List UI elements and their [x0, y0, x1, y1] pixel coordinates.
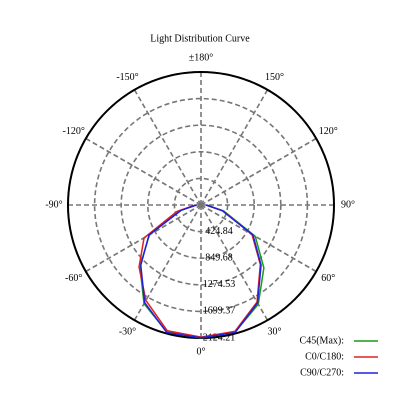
angle-label: 90° — [341, 199, 355, 210]
angle-label: -30° — [119, 327, 136, 338]
spoke — [133, 204, 202, 321]
r-tick-label: 2124.21 — [203, 332, 236, 343]
ring — [173, 177, 229, 233]
angle-label: -120° — [63, 126, 85, 137]
spoke — [200, 137, 317, 206]
angle-label: -60° — [65, 273, 82, 284]
r-tick-label: 424.84 — [205, 226, 233, 237]
ring — [147, 151, 255, 259]
angle-label: 150° — [265, 72, 284, 83]
spoke — [200, 204, 317, 273]
angle-label: 0° — [197, 346, 206, 357]
r-tick-label: 1699.37 — [203, 306, 236, 317]
r-tick-label: 1274.53 — [203, 279, 236, 290]
angle-label: ±180° — [189, 52, 214, 63]
angle-label: 60° — [321, 273, 335, 284]
ring — [93, 97, 309, 313]
curve — [140, 204, 262, 339]
angle-label: 30° — [268, 327, 282, 338]
legend-label: C90/C270: — [300, 367, 344, 378]
spoke — [133, 89, 202, 206]
spoke — [85, 137, 202, 206]
angle-label: -150° — [116, 72, 138, 83]
legend-label: C45(Max): — [300, 335, 344, 346]
legend-label: C0/C180: — [305, 351, 344, 362]
ring — [120, 124, 282, 286]
spoke — [200, 89, 269, 206]
r-tick-label: 849.68 — [205, 252, 233, 263]
spoke — [200, 204, 269, 321]
angle-label: -90° — [45, 199, 62, 210]
angle-label: 120° — [319, 126, 338, 137]
chart-title: Light Distribution Curve — [150, 33, 250, 44]
